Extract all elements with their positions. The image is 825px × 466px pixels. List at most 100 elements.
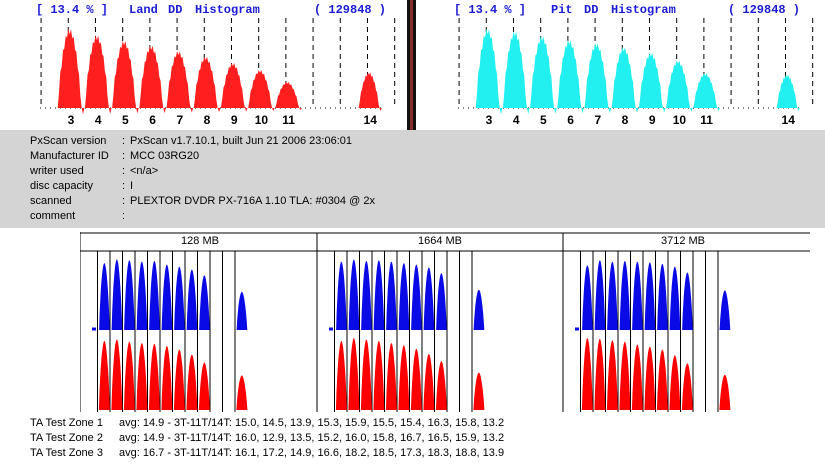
land-peak	[198, 362, 212, 410]
info-separator: :	[122, 135, 126, 147]
histogram-peak-7	[584, 43, 612, 114]
ta-zone-stats-text: avg: 14.9 - 3T-11T/14T: 16.0, 12.9, 13.5…	[119, 432, 505, 444]
land-peak	[398, 345, 411, 410]
land-peak	[581, 338, 595, 410]
histogram-peak-14	[776, 74, 800, 111]
land-peak	[161, 345, 174, 410]
info-separator: :	[122, 150, 126, 162]
x-tick-label: 3	[68, 113, 75, 127]
info-separator: :	[122, 195, 126, 207]
histogram-peak-3	[475, 28, 503, 115]
histogram-panel: 3 4 5 6 7 8 9 10 11 14 [ 13.4 % ] Land DD Histogr…	[0, 0, 825, 130]
pit-peak	[682, 272, 694, 330]
pit-peak	[594, 260, 607, 330]
pit-peak	[348, 259, 361, 330]
ta-zone-stats-text: avg: 14.9 - 3T-11T/14T: 15.0, 14.5, 13.9…	[119, 417, 505, 429]
pit-peak	[186, 269, 199, 330]
land-peak	[148, 343, 162, 410]
land-peak	[644, 346, 657, 410]
pit-peak	[149, 260, 161, 330]
pit-peak	[336, 261, 348, 330]
land-histogram-header: [ 13.4 % ] Land DD Histogram ( 129848 )	[0, 3, 405, 19]
pit-peak	[607, 261, 619, 330]
x-tick-label: 7	[176, 113, 183, 127]
ta-zone-name: TA Test Zone 2	[30, 432, 103, 444]
ta-zones-plot	[80, 232, 810, 412]
land-peak	[473, 372, 486, 410]
land-peak	[98, 340, 112, 410]
ta-zone-name: TA Test Zone 1	[30, 417, 103, 429]
x-tick-label: 10	[255, 113, 269, 127]
pit-peak	[719, 290, 732, 330]
x-tick-label: 3	[486, 113, 493, 127]
pit-histogram-header: [ 13.4 % ] Pit DD Histogram ( 129848 )	[418, 3, 823, 19]
histogram-peak-11	[693, 73, 720, 111]
histogram-peak-5	[112, 40, 139, 114]
info-separator: :	[122, 210, 126, 222]
info-label: disc capacity	[30, 180, 93, 192]
histogram-peak-9	[638, 52, 666, 113]
pit-peak	[136, 261, 149, 330]
land-count: ( 129848 )	[314, 3, 387, 17]
histogram-peak-3	[57, 28, 85, 115]
histogram-peak-8	[193, 56, 221, 113]
land-peak	[360, 339, 374, 410]
pit-peak	[436, 273, 448, 330]
land-peak	[236, 375, 249, 410]
histogram-peak-10	[666, 60, 693, 112]
info-label: PxScan version	[30, 135, 107, 147]
ta-zone-stats-text: avg: 16.7 - 3T-11T/14T: 16.1, 17.2, 14.9…	[119, 447, 505, 459]
histogram-peak-10	[248, 70, 275, 112]
x-tick-label: 5	[540, 113, 547, 127]
pit-histogram-plot: 3 4 5 6 7 8 9 10 11 14	[458, 18, 814, 127]
pit-peak	[423, 267, 436, 330]
info-value: PxScan v1.7.10.1, built Jun 21 2006 23:0…	[130, 135, 352, 147]
pit-peak	[361, 260, 373, 330]
histogram-peak-14	[358, 72, 382, 111]
info-separator: :	[122, 180, 126, 192]
pit-mode-label: DD	[584, 3, 599, 17]
pit-peak	[161, 264, 174, 330]
info-value: MCC 03RG20	[130, 150, 200, 162]
land-peak	[631, 344, 645, 410]
info-value: <n/a>	[130, 165, 159, 177]
x-tick-label: 14	[364, 113, 378, 127]
pit-count: ( 129848 )	[728, 3, 801, 17]
pit-type-label: Pit	[551, 3, 573, 17]
pit-peak	[411, 264, 423, 330]
pit-peak	[669, 266, 682, 330]
land-peak	[669, 355, 682, 410]
pit-peak	[398, 263, 411, 330]
land-peak	[681, 363, 695, 410]
histogram-divider	[405, 0, 418, 130]
pit-peak	[236, 291, 249, 330]
land-percent: [ 13.4 % ]	[36, 3, 109, 17]
x-tick-label: 4	[513, 113, 520, 127]
pit-peak	[373, 260, 386, 330]
info-separator: :	[122, 165, 126, 177]
land-peak	[173, 349, 187, 410]
pit-peak	[657, 263, 669, 330]
land-peak	[123, 341, 137, 410]
x-tick-label: 11	[282, 113, 295, 127]
land-title: Histogram	[195, 3, 260, 17]
x-tick-label: 5	[122, 113, 129, 127]
pit-percent: [ 13.4 % ]	[454, 3, 527, 17]
x-tick-label: 11	[700, 113, 713, 127]
pit-peak	[99, 263, 111, 330]
land-histogram-plot: 3 4 5 6 7 8 9 10 11 14	[40, 18, 396, 127]
info-label: scanned	[30, 195, 72, 207]
pit-peak	[124, 260, 136, 330]
land-peak	[335, 340, 349, 410]
land-type-label: Land	[129, 3, 158, 17]
pit-peak	[619, 260, 632, 330]
histogram-peak-4	[502, 31, 530, 115]
pit-peak	[473, 289, 486, 330]
pit-peak	[386, 261, 398, 330]
histogram-peak-11	[275, 81, 302, 111]
land-peak	[719, 374, 732, 410]
land-peak	[594, 338, 607, 410]
x-tick-label: 9	[649, 113, 656, 127]
info-label: Manufacturer ID	[30, 150, 109, 162]
histogram-peak-4	[84, 35, 112, 114]
